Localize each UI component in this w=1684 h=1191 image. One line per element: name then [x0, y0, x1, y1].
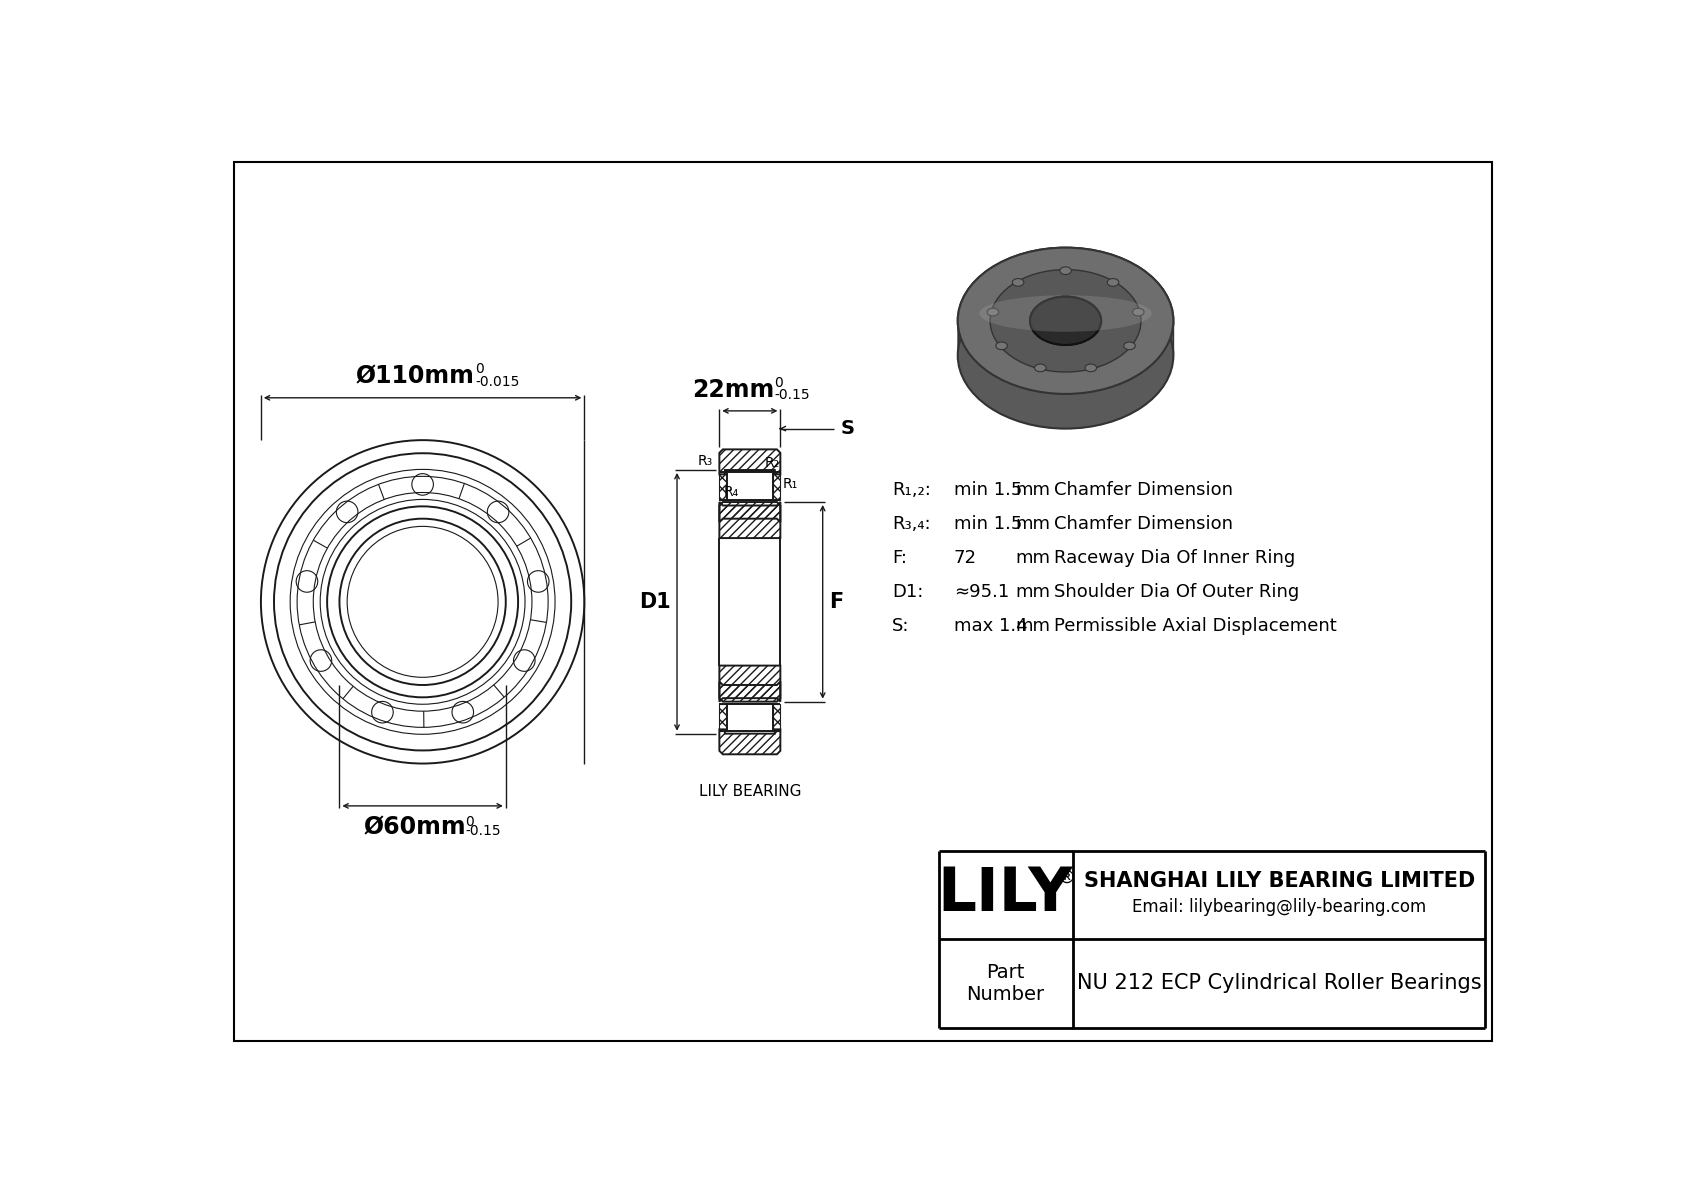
Text: Part
Number: Part Number: [967, 962, 1044, 1004]
Text: F:: F:: [893, 549, 908, 567]
Ellipse shape: [958, 248, 1174, 394]
Text: Chamfer Dimension: Chamfer Dimension: [1054, 481, 1233, 499]
Ellipse shape: [995, 342, 1007, 350]
Text: ®: ®: [1058, 869, 1076, 887]
Polygon shape: [958, 320, 1174, 355]
Text: Ø110mm: Ø110mm: [355, 364, 475, 388]
Text: -0.15: -0.15: [465, 824, 500, 838]
Text: min 1.5: min 1.5: [953, 481, 1022, 499]
Text: Ø60mm: Ø60mm: [364, 815, 466, 840]
Ellipse shape: [987, 308, 999, 316]
Polygon shape: [727, 704, 773, 731]
Text: Raceway Dia Of Inner Ring: Raceway Dia Of Inner Ring: [1054, 549, 1295, 567]
Ellipse shape: [1059, 267, 1071, 275]
Text: SHANGHAI LILY BEARING LIMITED: SHANGHAI LILY BEARING LIMITED: [1083, 871, 1475, 891]
Text: 0: 0: [465, 815, 473, 829]
Text: min 1.5: min 1.5: [953, 515, 1022, 534]
Ellipse shape: [990, 269, 1142, 372]
Ellipse shape: [980, 295, 1152, 332]
Text: R₁,₂:: R₁,₂:: [893, 481, 931, 499]
Text: LILY: LILY: [938, 866, 1073, 924]
Text: 0: 0: [475, 362, 483, 376]
Text: Chamfer Dimension: Chamfer Dimension: [1054, 515, 1233, 534]
Text: S:: S:: [893, 617, 909, 635]
Ellipse shape: [1031, 297, 1101, 345]
Text: R₁: R₁: [783, 476, 798, 491]
Text: mm: mm: [1015, 481, 1051, 499]
Text: max 1.4: max 1.4: [953, 617, 1027, 635]
Text: R₂: R₂: [765, 456, 780, 470]
Ellipse shape: [1084, 364, 1096, 372]
Text: D1: D1: [640, 592, 670, 612]
Text: Email: lilybearing@lily-bearing.com: Email: lilybearing@lily-bearing.com: [1132, 898, 1426, 916]
Text: 72: 72: [953, 549, 977, 567]
Text: Permissible Axial Displacement: Permissible Axial Displacement: [1054, 617, 1337, 635]
Text: 22mm: 22mm: [692, 378, 775, 401]
Ellipse shape: [1012, 279, 1024, 286]
Text: F: F: [829, 592, 844, 612]
Ellipse shape: [958, 248, 1174, 394]
Text: Shoulder Dia Of Outer Ring: Shoulder Dia Of Outer Ring: [1054, 582, 1300, 600]
Text: NU 212 ECP Cylindrical Roller Bearings: NU 212 ECP Cylindrical Roller Bearings: [1078, 973, 1482, 993]
Text: -0.015: -0.015: [475, 374, 519, 388]
Text: R₄: R₄: [722, 485, 739, 499]
Text: mm: mm: [1015, 515, 1051, 534]
Text: R₃,₄:: R₃,₄:: [893, 515, 931, 534]
Text: mm: mm: [1015, 582, 1051, 600]
Ellipse shape: [1108, 279, 1118, 286]
Ellipse shape: [1034, 364, 1046, 372]
Ellipse shape: [1031, 297, 1101, 345]
Polygon shape: [727, 473, 773, 500]
Text: mm: mm: [1015, 549, 1051, 567]
Text: -0.15: -0.15: [775, 388, 810, 403]
Text: D1:: D1:: [893, 582, 925, 600]
Text: mm: mm: [1015, 617, 1051, 635]
Ellipse shape: [1133, 308, 1143, 316]
Text: S: S: [840, 419, 854, 438]
Text: ≈95.1: ≈95.1: [953, 582, 1009, 600]
Ellipse shape: [1123, 342, 1135, 350]
Text: R₃: R₃: [697, 455, 714, 468]
Ellipse shape: [958, 297, 1174, 323]
Text: LILY BEARING: LILY BEARING: [699, 784, 802, 798]
Text: 0: 0: [775, 376, 783, 391]
Ellipse shape: [958, 282, 1174, 429]
